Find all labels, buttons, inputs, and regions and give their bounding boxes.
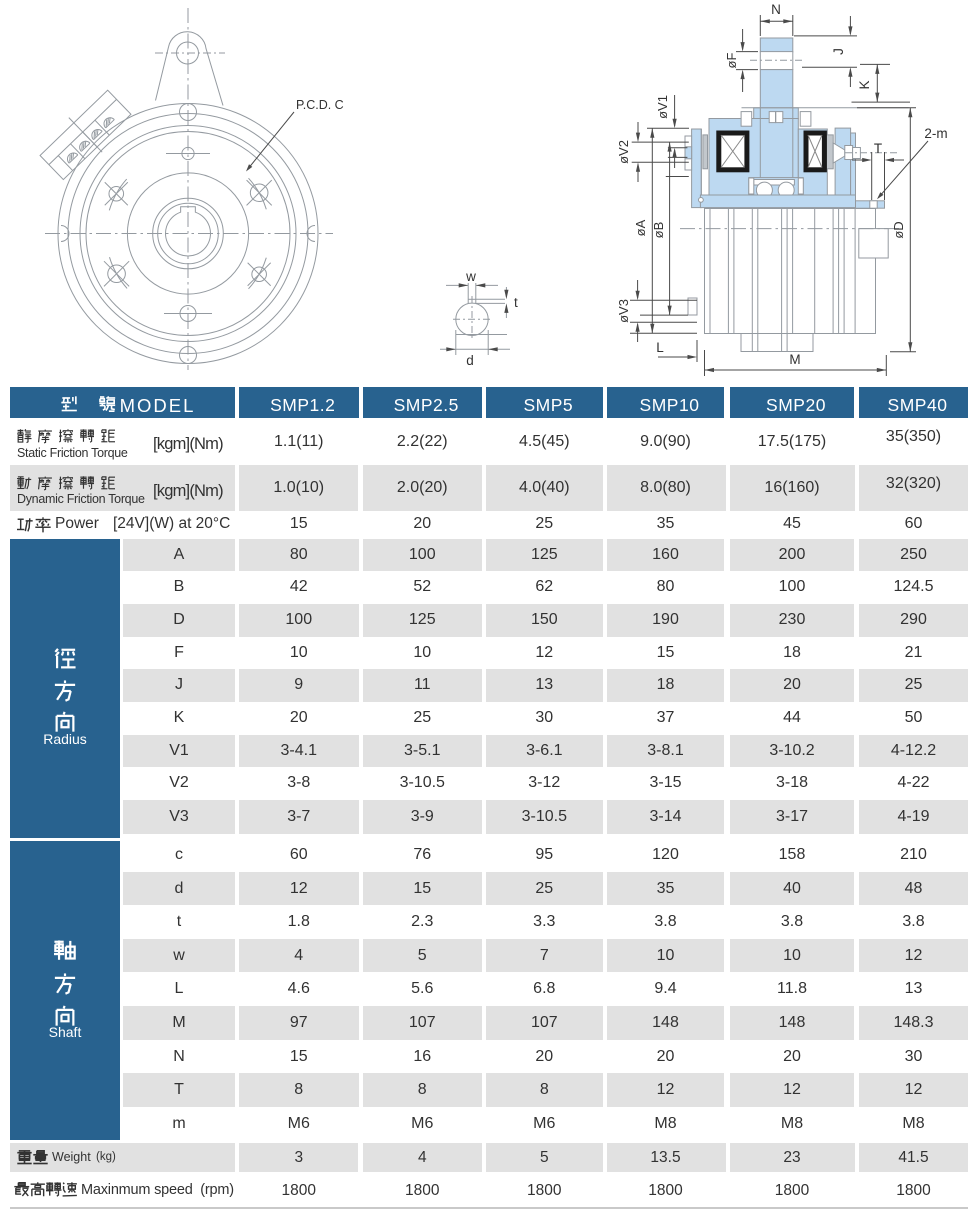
svg-text:J: J <box>831 48 846 55</box>
svg-text:øV3: øV3 <box>616 299 631 323</box>
svg-text:øV1: øV1 <box>655 95 670 119</box>
svg-text:N: N <box>771 2 781 17</box>
svg-text:øD: øD <box>891 221 906 238</box>
svg-text:T: T <box>874 141 882 156</box>
svg-text:M: M <box>789 352 800 367</box>
svg-text:d: d <box>466 353 474 368</box>
svg-text:øA: øA <box>633 219 648 236</box>
svg-text:L: L <box>656 340 664 355</box>
svg-text:øF: øF <box>724 53 739 69</box>
svg-text:øV2: øV2 <box>616 140 631 164</box>
svg-text:K: K <box>857 80 872 89</box>
svg-text:2-m: 2-m <box>924 126 947 141</box>
svg-text:t: t <box>514 295 518 310</box>
svg-text:øB: øB <box>651 222 666 239</box>
svg-text:P.C.D. C: P.C.D. C <box>296 98 344 112</box>
svg-text:w: w <box>465 269 476 284</box>
